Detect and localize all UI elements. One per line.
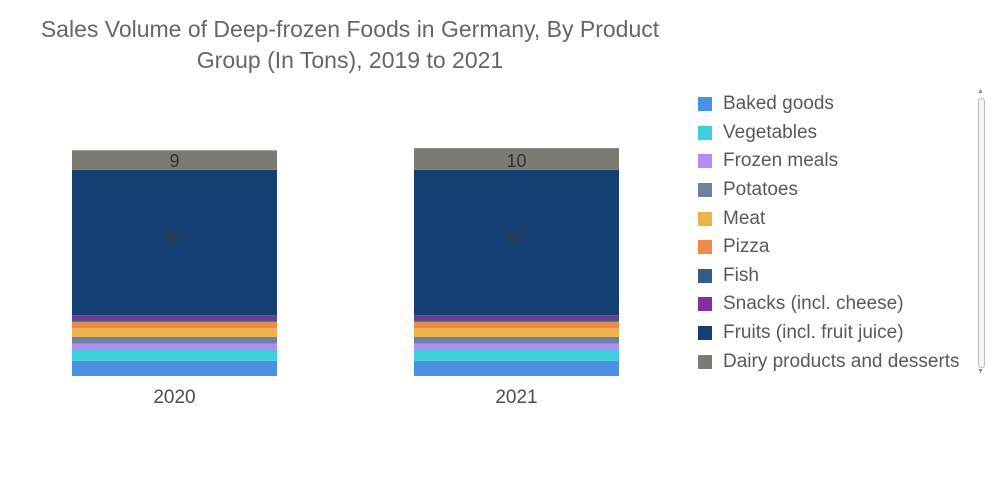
legend-swatch [698, 268, 712, 283]
legend-swatch [698, 97, 712, 112]
bar-segment[interactable] [72, 318, 277, 322]
legend-swatch [698, 154, 712, 169]
data-label: 67 [506, 226, 526, 246]
legend-swatch [698, 297, 712, 312]
bar-segment[interactable] [414, 328, 619, 337]
legend-label: Baked goods [723, 93, 834, 115]
legend-item[interactable]: Fish [698, 262, 974, 291]
bar-segment[interactable] [414, 360, 619, 376]
legend-scrollbar[interactable]: ▲ ▼ [976, 88, 986, 376]
legend-label: Fruits (incl. fruit juice) [723, 322, 904, 344]
x-tick-label: 2020 [153, 387, 195, 408]
legend-label: Snacks (incl. cheese) [723, 293, 904, 315]
bar-segment[interactable] [72, 349, 277, 361]
data-label: 67 [164, 226, 184, 246]
legend-swatch [698, 211, 712, 226]
bar-segment[interactable] [414, 336, 619, 344]
chart-legend: Baked goods Vegetables Frozen meals Pota… [698, 90, 974, 376]
legend-swatch [698, 326, 712, 341]
legend-item[interactable]: Fruits (incl. fruit juice) [698, 319, 974, 348]
chart-plot-area: 67 9 2020 67 10 2021 [72, 148, 619, 408]
bar-segment[interactable] [72, 315, 277, 319]
bar-segment[interactable] [72, 336, 277, 344]
legend-swatch [698, 240, 712, 255]
legend-item[interactable]: Frozen meals [698, 147, 974, 176]
bar-segment[interactable] [414, 349, 619, 361]
legend-label: Pizza [723, 236, 770, 258]
legend-label: Vegetables [723, 121, 818, 143]
bar-segment[interactable] [72, 321, 277, 329]
legend-item[interactable]: Snacks (incl. cheese) [698, 290, 974, 319]
scroll-down-icon[interactable]: ▼ [977, 368, 984, 375]
bar-segment[interactable] [414, 148, 619, 170]
legend-item[interactable]: Dairy products and desserts [698, 347, 974, 376]
x-tick-label: 2021 [495, 387, 537, 408]
chart-title: Sales Volume of Deep-frozen Foods in Ger… [40, 16, 660, 73]
legend-swatch [698, 125, 712, 140]
bar-segment[interactable] [414, 343, 619, 350]
data-label: 9 [169, 151, 179, 171]
legend-label: Dairy products and desserts [723, 350, 960, 372]
bar-segment[interactable] [72, 169, 277, 316]
bar-segment[interactable] [72, 150, 277, 170]
bar-segment[interactable] [72, 343, 277, 350]
bar-segment[interactable] [414, 318, 619, 322]
legend-label: Potatoes [723, 179, 798, 201]
bar-segment[interactable] [414, 169, 619, 316]
bar-segment[interactable] [414, 321, 619, 329]
bar-segment[interactable] [414, 315, 619, 319]
legend-swatch [698, 183, 712, 198]
legend-item[interactable]: Vegetables [698, 119, 974, 148]
legend-item[interactable]: Potatoes [698, 176, 974, 205]
legend-item[interactable]: Meat [698, 204, 974, 233]
bar-segment[interactable] [72, 328, 277, 337]
scrollbar-thumb[interactable] [978, 98, 985, 368]
legend-label: Frozen meals [723, 150, 839, 172]
legend-item[interactable]: Pizza [698, 233, 974, 262]
scroll-up-icon[interactable]: ▲ [977, 88, 984, 95]
legend-item[interactable]: Baked goods [698, 90, 974, 119]
legend-label: Fish [723, 264, 759, 286]
bar-segment[interactable] [72, 360, 277, 376]
legend-label: Meat [723, 207, 766, 229]
data-label: 10 [506, 151, 526, 171]
legend-swatch [698, 354, 712, 369]
